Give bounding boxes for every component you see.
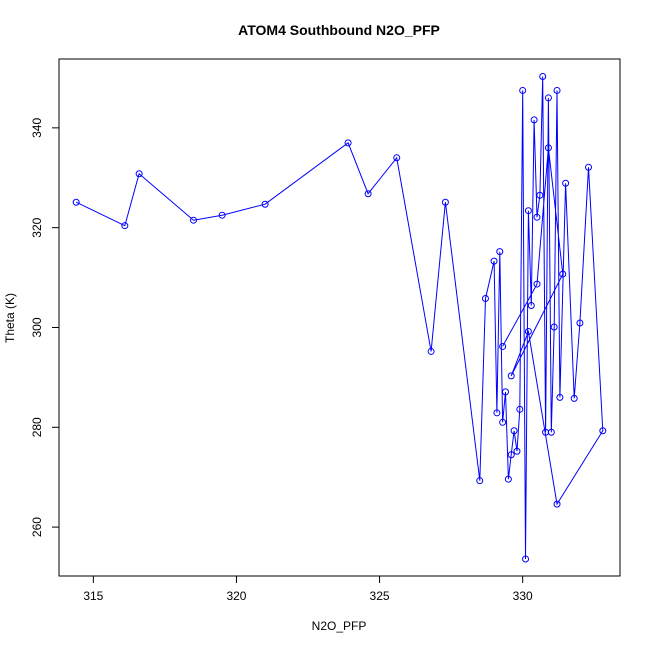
x-tick-label: 325 — [370, 589, 390, 603]
data-point — [559, 270, 567, 278]
data-point — [510, 427, 518, 435]
data-point — [427, 347, 435, 355]
chart-title: ATOM4 Southbound N2O_PFP — [238, 22, 440, 38]
data-point — [218, 211, 226, 219]
data-point — [585, 163, 593, 171]
x-axis-label: N2O_PFP — [312, 619, 367, 633]
data-point — [544, 144, 552, 152]
data-point — [496, 248, 504, 256]
data-point — [547, 428, 555, 436]
data-point — [550, 323, 558, 331]
y-tick-label: 280 — [30, 417, 44, 437]
data-point — [562, 179, 570, 187]
x-axis: 315 320 325 330 — [83, 575, 533, 603]
data-point — [190, 216, 198, 224]
data-point — [121, 222, 129, 230]
data-point — [499, 418, 507, 426]
data-point — [516, 405, 524, 413]
data-point — [476, 477, 484, 485]
data-point — [507, 451, 515, 459]
x-tick-label: 315 — [83, 589, 103, 603]
data-point — [261, 200, 269, 208]
data-point — [553, 500, 561, 508]
data-point — [533, 280, 541, 288]
x-tick-label: 320 — [226, 589, 246, 603]
y-tick-label: 300 — [30, 317, 44, 337]
data-point — [556, 393, 564, 401]
y-tick-label: 260 — [30, 517, 44, 537]
plot-area-border — [58, 58, 621, 577]
y-tick-label: 340 — [30, 118, 44, 138]
data-point — [530, 116, 538, 124]
data-point — [522, 555, 530, 563]
data-point — [72, 198, 80, 206]
data-point — [513, 447, 521, 455]
data-point — [507, 372, 515, 380]
data-point — [481, 295, 489, 303]
x-tick-label: 330 — [513, 589, 533, 603]
data-point — [524, 207, 532, 215]
data-point — [539, 72, 547, 80]
data-point — [553, 86, 561, 94]
series-line — [75, 76, 604, 560]
data-point — [490, 257, 498, 265]
data-point — [599, 427, 607, 435]
data-point — [527, 302, 535, 310]
data-point — [502, 388, 510, 396]
data-point — [570, 394, 578, 402]
data-point — [441, 198, 449, 206]
data-point — [393, 154, 401, 162]
data-points — [72, 72, 607, 563]
data-point — [364, 190, 372, 198]
data-point — [499, 342, 507, 350]
data-point — [576, 319, 584, 327]
y-axis: 260 280 300 320 340 — [30, 118, 60, 537]
data-point — [524, 327, 532, 335]
data-point — [135, 170, 143, 178]
data-point — [533, 213, 541, 221]
series-polyline — [75, 76, 604, 560]
data-point — [536, 191, 544, 199]
data-point — [344, 139, 352, 147]
y-axis-label: Theta (K) — [3, 293, 17, 343]
data-point — [519, 86, 527, 94]
data-point — [504, 475, 512, 483]
y-tick-label: 320 — [30, 217, 44, 237]
data-point — [493, 409, 501, 417]
data-point — [544, 94, 552, 102]
data-point — [542, 428, 550, 436]
